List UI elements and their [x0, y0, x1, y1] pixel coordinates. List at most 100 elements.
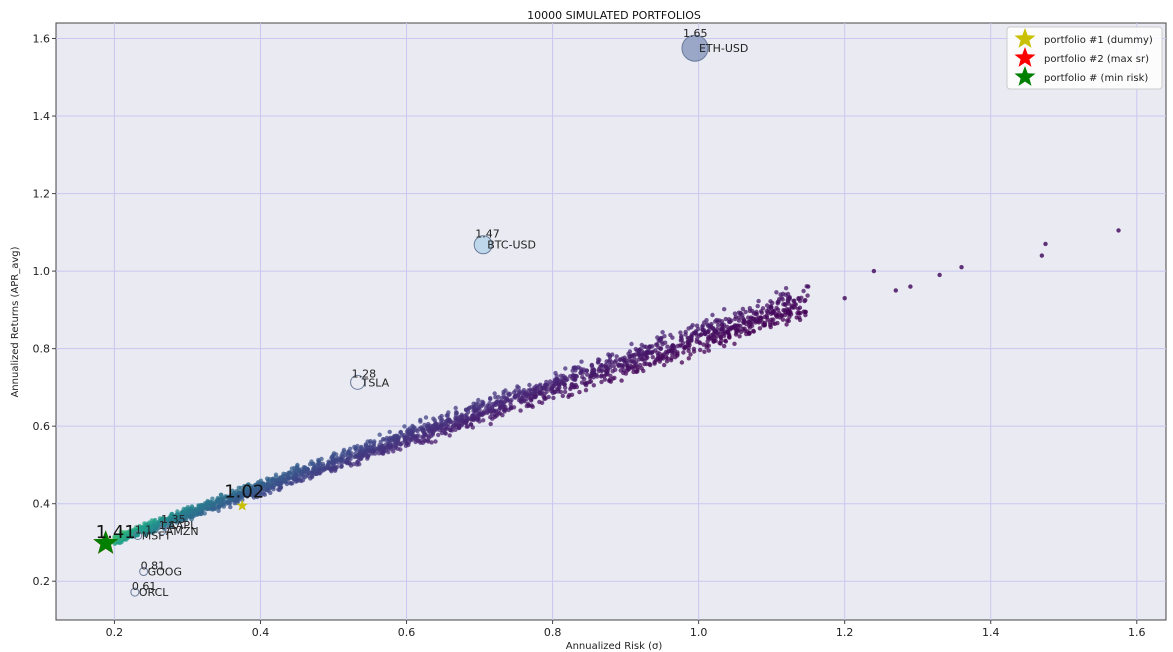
- portfolio-point: [614, 354, 619, 359]
- portfolio-point: [249, 486, 254, 491]
- asset-marker: [159, 520, 169, 530]
- portfolio-point: [558, 389, 564, 395]
- portfolio-point: [171, 518, 177, 523]
- portfolio-point: [341, 447, 347, 453]
- portfolio-point: [268, 490, 273, 495]
- portfolio-point: [361, 448, 367, 453]
- portfolio-point: [227, 501, 232, 506]
- portfolio-point: [264, 487, 269, 492]
- x-axis-ticks: 0.2 0.4 0.6 0.8 1.0 1.2 1.4 1.6: [106, 620, 1146, 639]
- portfolio-point: [503, 388, 508, 393]
- portfolio-point: [675, 352, 680, 357]
- highlight-star: [93, 530, 118, 554]
- portfolio-point: [578, 370, 583, 376]
- portfolio-point: [555, 386, 560, 392]
- portfolio-point: [597, 357, 602, 363]
- y-tick-label: 1.0: [33, 265, 51, 278]
- portfolio-point: [244, 485, 249, 490]
- portfolio-point: [454, 410, 459, 416]
- portfolio-point: [299, 478, 304, 484]
- asset-name-label: ORCL: [139, 586, 169, 599]
- portfolio-point: [348, 453, 353, 458]
- portfolio-point: [719, 326, 725, 332]
- portfolio-point: [505, 397, 510, 403]
- portfolio-point: [631, 366, 636, 371]
- legend: portfolio #1 (dummy) portfolio #2 (max sr…: [1006, 26, 1163, 90]
- portfolio-point: [546, 394, 551, 400]
- portfolio-point: [635, 365, 640, 370]
- portfolio-point: [116, 534, 121, 539]
- portfolio-point: [219, 492, 224, 498]
- portfolio-point: [803, 297, 808, 303]
- y-axis-title: Annualized Returns (APR_avg): [10, 246, 21, 397]
- portfolio-point: [746, 330, 752, 335]
- portfolio-point: [262, 492, 267, 497]
- portfolio-point: [784, 322, 789, 327]
- portfolio-point: [762, 314, 767, 320]
- portfolio-point: [345, 460, 350, 465]
- portfolio-point: [549, 385, 555, 390]
- portfolio-point: [312, 465, 317, 470]
- grid-lines: [56, 23, 1166, 620]
- portfolio-point: [637, 352, 642, 358]
- portfolio-point: [431, 416, 436, 421]
- portfolio-point: [412, 434, 417, 439]
- portfolio-point: [729, 318, 734, 323]
- portfolio-point: [797, 315, 802, 320]
- portfolio-point: [192, 508, 198, 513]
- portfolio-point: [775, 313, 780, 318]
- simulated-points: [112, 228, 1121, 546]
- portfolio-point: [398, 447, 403, 452]
- portfolio-point: [515, 384, 520, 389]
- highlight-star: [236, 499, 248, 511]
- portfolio-point: [155, 525, 160, 531]
- portfolio-point: [741, 319, 746, 325]
- portfolio-point: [798, 310, 803, 316]
- portfolio-point: [558, 373, 564, 378]
- portfolio-point: [587, 375, 593, 381]
- portfolio-point: [136, 529, 141, 535]
- portfolio-point: [653, 348, 658, 353]
- legend-label: portfolio #2 (max sr): [1044, 54, 1149, 65]
- portfolio-point: [245, 492, 250, 497]
- portfolio-point: [252, 493, 257, 498]
- portfolio-point: [541, 385, 546, 391]
- y-tick-label: 1.4: [33, 110, 51, 123]
- portfolio-point: [1039, 253, 1045, 258]
- legend-label: portfolio #1 (dummy): [1044, 35, 1153, 46]
- portfolio-point: [568, 386, 573, 392]
- portfolio-point: [508, 402, 513, 407]
- portfolio-point: [125, 532, 130, 538]
- portfolio-point: [908, 284, 913, 289]
- portfolio-point: [654, 342, 659, 347]
- portfolio-point: [290, 481, 295, 486]
- portfolio-point: [697, 333, 702, 338]
- portfolio-point: [459, 415, 465, 420]
- portfolio-point: [702, 320, 707, 325]
- portfolio-point: [340, 457, 345, 462]
- portfolio-point: [552, 379, 557, 384]
- asset-marker: [681, 34, 709, 62]
- portfolio-point: [271, 482, 276, 488]
- portfolio-point: [690, 323, 695, 328]
- portfolio-point: [619, 362, 624, 368]
- portfolio-point: [151, 524, 156, 529]
- portfolio-point: [1116, 228, 1121, 233]
- portfolio-point: [572, 376, 577, 382]
- portfolio-point: [355, 443, 360, 449]
- portfolio-point: [527, 391, 533, 397]
- portfolio-point: [433, 439, 438, 444]
- y-axis-ticks: 0.2 0.4 0.6 0.8 1.0 1.2 1.4 1.6: [33, 33, 56, 588]
- portfolio-point: [618, 368, 623, 373]
- portfolio-point: [472, 404, 477, 409]
- portfolio-point: [229, 494, 234, 499]
- portfolio-point: [402, 424, 407, 429]
- portfolio-point: [494, 413, 499, 418]
- asset-marker: [473, 235, 493, 255]
- portfolio-point: [735, 327, 740, 333]
- portfolio-point: [149, 518, 154, 523]
- portfolio-point: [805, 293, 810, 298]
- portfolio-point: [623, 371, 629, 376]
- portfolio-point: [506, 391, 511, 396]
